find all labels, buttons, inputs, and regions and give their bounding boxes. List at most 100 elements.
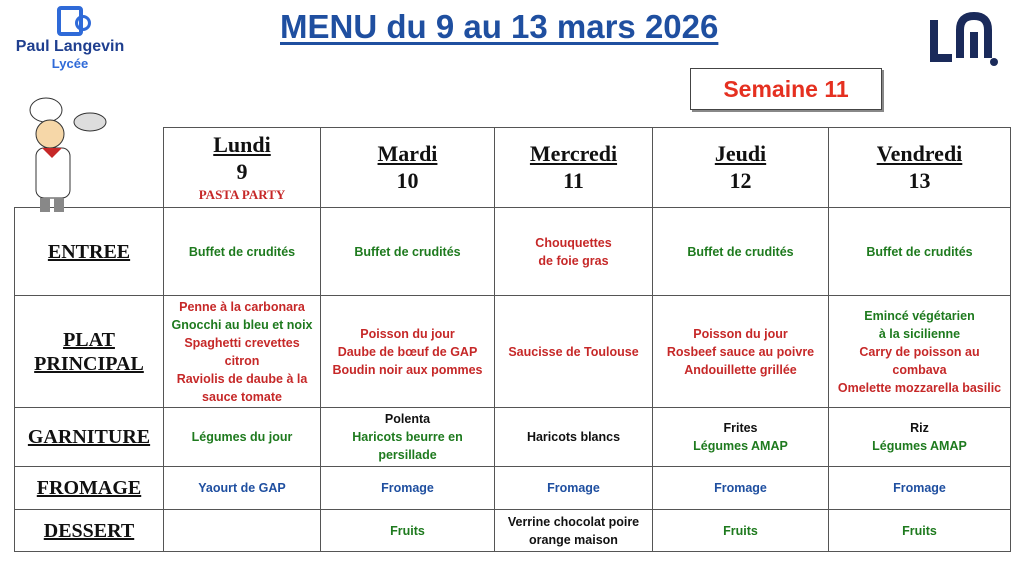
day-header: Mercredi 11 bbox=[494, 127, 653, 208]
dish: Fromage bbox=[893, 481, 946, 495]
menu-cell: Fromage bbox=[828, 466, 1011, 510]
dish: Raviolis de daube à la bbox=[176, 371, 308, 386]
dish: Légumes AMAP bbox=[693, 439, 788, 453]
menu-cell: Haricots blancs bbox=[494, 407, 653, 467]
menu-row: ENTREE Buffet de crudités Buffet de crudit… bbox=[14, 207, 1011, 296]
day-number: 9 bbox=[236, 158, 248, 184]
dish: Fromage bbox=[381, 481, 434, 495]
day-name: Vendredi bbox=[876, 140, 963, 166]
dish: Boudin noir aux pommes bbox=[332, 362, 483, 377]
dish: Rosbeef sauce au poivre bbox=[666, 344, 815, 359]
dish: Haricots beurre en bbox=[352, 430, 463, 444]
dish: Fruits bbox=[723, 523, 758, 538]
row-label: GARNITURE bbox=[14, 407, 164, 467]
dish: Buffet de crudités bbox=[354, 244, 461, 259]
row-label: DESSERT bbox=[14, 509, 164, 552]
menu-cell: Légumes du jour bbox=[163, 407, 321, 467]
dish: combava bbox=[892, 362, 947, 377]
day-header: Vendredi 13 bbox=[828, 127, 1011, 208]
row-label: FROMAGE bbox=[14, 466, 164, 510]
day-number: 12 bbox=[729, 167, 752, 193]
row-label: ENTREE bbox=[14, 207, 164, 296]
dish: Haricots blancs bbox=[526, 430, 621, 444]
dish: Saucisse de Toulouse bbox=[508, 344, 639, 359]
dish: Fruits bbox=[902, 523, 937, 538]
row-label-text: PLAT bbox=[63, 328, 115, 351]
day-name: Mercredi bbox=[529, 140, 618, 166]
menu-cell: Fruits bbox=[828, 509, 1011, 552]
dish: Frites bbox=[723, 421, 758, 435]
menu-cell: Yaourt de GAP bbox=[163, 466, 321, 510]
menu-cell bbox=[163, 509, 321, 552]
dish: à la sicilienne bbox=[878, 326, 961, 341]
header-row: Lundi 9 PASTA PARTY Mardi 10 Mercredi 11 Jeu… bbox=[14, 127, 1011, 208]
dish: Poisson du jour bbox=[693, 326, 788, 341]
menu-cell: Fromage bbox=[494, 466, 653, 510]
day-header: Jeudi 12 bbox=[652, 127, 829, 208]
menu-cell: Verrine chocolat poire orange maison bbox=[494, 509, 653, 552]
row-label: PLAT PRINCIPAL bbox=[14, 295, 164, 408]
row-label-text: DESSERT bbox=[43, 519, 135, 542]
menu-cell: Fromage bbox=[320, 466, 495, 510]
dish: Buffet de crudités bbox=[188, 244, 296, 259]
dish: de foie gras bbox=[538, 253, 609, 268]
day-name: Mardi bbox=[377, 140, 438, 166]
dish: Légumes du jour bbox=[191, 430, 293, 444]
dish: Gnocchi au bleu et noix bbox=[171, 317, 313, 332]
row-label-text: ENTREE bbox=[47, 240, 131, 263]
dish: Buffet de crudités bbox=[687, 244, 794, 259]
dish: Omelette mozzarella basilic bbox=[837, 380, 1002, 395]
dish: Carry de poisson au bbox=[859, 344, 980, 359]
dish: Spaghetti crevettes bbox=[184, 335, 300, 350]
day-number: 11 bbox=[563, 167, 584, 193]
day-name: Lundi bbox=[213, 131, 271, 157]
gear-document-icon bbox=[57, 6, 91, 36]
menu-cell: Emincé végétarien à la sicilienne Carry de… bbox=[828, 295, 1011, 408]
dish: Fromage bbox=[547, 481, 600, 495]
dish: Fruits bbox=[390, 523, 425, 538]
menu-cell: Penne à la carbonara Gnocchi au bleu et n… bbox=[163, 295, 321, 408]
menu-table: Lundi 9 PASTA PARTY Mardi 10 Mercredi 11 Jeu… bbox=[14, 127, 1011, 552]
menu-cell: Buffet de crudités bbox=[652, 207, 829, 296]
day-header: Lundi 9 PASTA PARTY bbox=[163, 127, 321, 208]
dish: Fromage bbox=[714, 481, 767, 495]
dish: Chouquettes bbox=[535, 235, 612, 250]
row-label-text: PRINCIPAL bbox=[34, 352, 144, 375]
day-header: Mardi 10 bbox=[320, 127, 495, 208]
chef-illustration bbox=[29, 97, 107, 212]
dish: orange maison bbox=[529, 532, 618, 547]
menu-row: PLAT PRINCIPAL Penne à la carbonara Gnocchi… bbox=[14, 295, 1011, 408]
day-name: Jeudi bbox=[714, 140, 767, 166]
menu-cell: Fruits bbox=[320, 509, 495, 552]
dish: Yaourt de GAP bbox=[198, 481, 286, 495]
region-logo bbox=[930, 11, 998, 66]
dish: Polenta bbox=[384, 412, 431, 426]
day-number: 10 bbox=[396, 167, 419, 193]
menu-row: DESSERT Fruits Verrine chocolat poire orang… bbox=[14, 509, 1011, 552]
menu-cell: Poisson du jour Rosbeef sauce au poivre An… bbox=[652, 295, 829, 408]
dish: Riz bbox=[910, 421, 929, 435]
menu-cell: Polenta Haricots beurre en persillade bbox=[320, 407, 495, 467]
menu-cell: Saucisse de Toulouse bbox=[494, 295, 653, 408]
dish: Poisson du jour bbox=[360, 326, 455, 341]
page-title: MENU du 9 au 13 mars 2026 bbox=[280, 8, 719, 45]
dish: Daube de bœuf de GAP bbox=[337, 344, 478, 359]
menu-cell: Chouquettes de foie gras bbox=[494, 207, 653, 296]
dish: Emincé végétarien bbox=[864, 308, 975, 323]
dish: sauce tomate bbox=[202, 389, 282, 404]
dish: Penne à la carbonara bbox=[179, 299, 305, 314]
row-label-text: GARNITURE bbox=[27, 426, 151, 448]
day-event: PASTA PARTY bbox=[198, 186, 286, 202]
menu-row: GARNITURE Légumes du jour Polenta Haricots … bbox=[14, 407, 1011, 467]
row-label-text: FROMAGE bbox=[36, 477, 142, 499]
menu-cell: Buffet de crudités bbox=[163, 207, 321, 296]
menu-cell: Riz Légumes AMAP bbox=[828, 407, 1011, 467]
week-badge: Semaine 11 bbox=[690, 68, 882, 110]
school-name: Paul Langevin bbox=[15, 38, 125, 55]
menu-row: FROMAGE Yaourt de GAP Fromage Fromage Fromag… bbox=[14, 466, 1011, 510]
dish: Légumes AMAP bbox=[872, 439, 967, 453]
day-number: 13 bbox=[908, 167, 931, 193]
dish: Andouillette grillée bbox=[684, 362, 797, 377]
dish: Verrine chocolat poire bbox=[507, 514, 640, 529]
menu-cell: Fruits bbox=[652, 509, 829, 552]
